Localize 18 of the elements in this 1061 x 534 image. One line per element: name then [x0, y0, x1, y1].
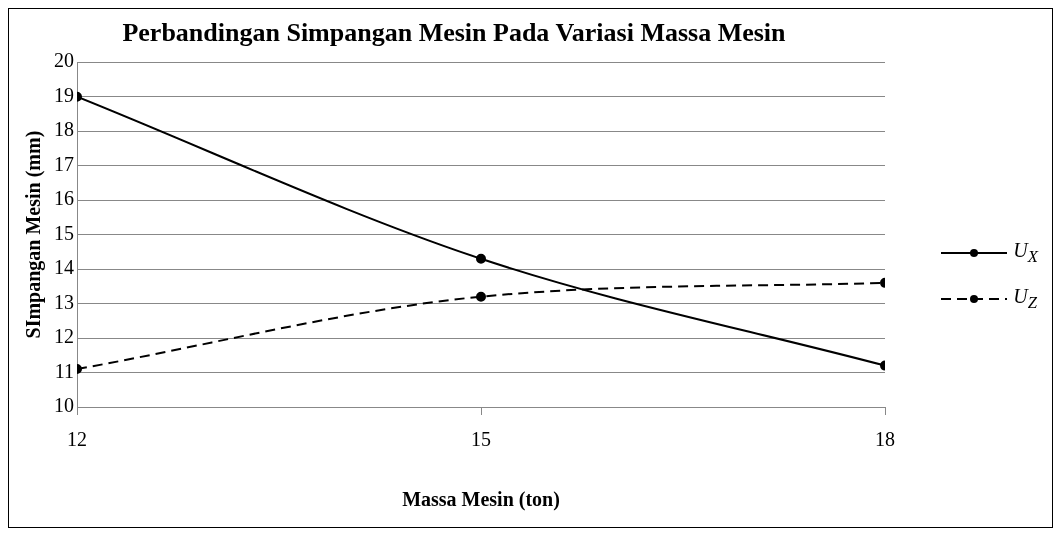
y-tick-label: 11 [54, 359, 74, 382]
x-tick-label: 18 [875, 428, 895, 451]
y-tick-label: 17 [54, 152, 74, 175]
x-tick-label: 15 [471, 428, 491, 451]
y-tick-label: 15 [54, 221, 74, 244]
legend-label: U$_{X}$ [1013, 239, 1038, 267]
legend-label: U$_{Z}$ [1013, 285, 1038, 313]
y-tick-label: 13 [54, 290, 74, 313]
y-tick-label: 16 [54, 187, 74, 210]
y-axis-title: SImpangan Mesin (mm) [22, 130, 46, 339]
y-tick-label: 18 [54, 118, 74, 141]
chart-title: Perbandingan Simpangan Mesin Pada Variasi Massa Mesin [122, 18, 787, 48]
y-tick-label: 10 [54, 394, 74, 417]
x-axis-title: Massa Mesin (ton) [402, 488, 560, 512]
y-tick-label: 14 [54, 256, 74, 279]
y-tick-label: 20 [54, 49, 74, 72]
y-tick-label: 12 [54, 325, 74, 348]
y-tick-label: 19 [54, 83, 74, 106]
